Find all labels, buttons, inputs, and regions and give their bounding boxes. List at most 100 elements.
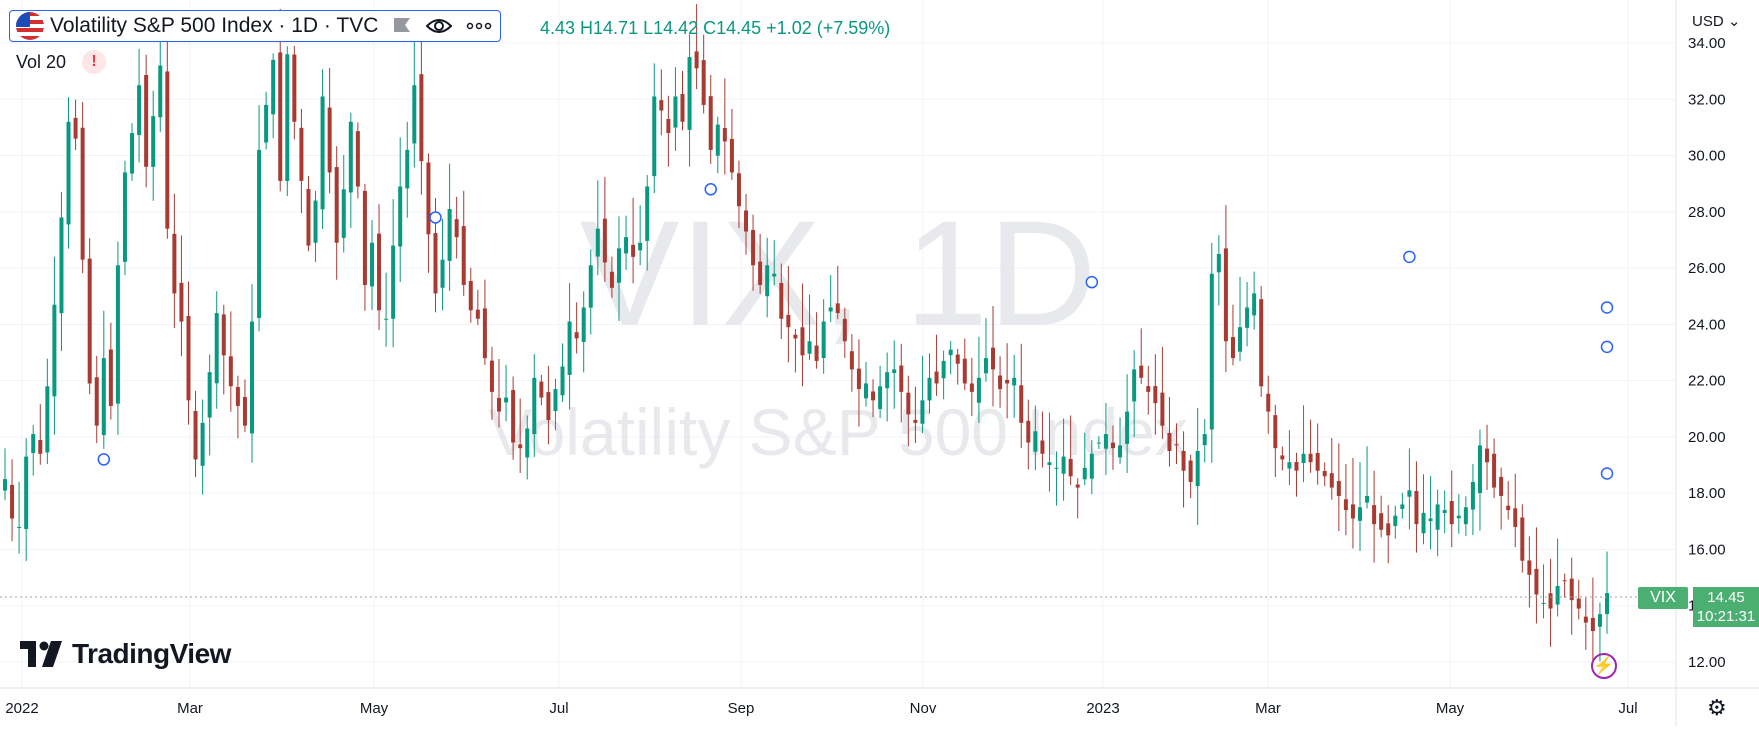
candle-body [1520, 517, 1525, 561]
lightning-icon[interactable]: ⚡ [1591, 653, 1617, 679]
candle-body [242, 397, 247, 426]
candle-body [440, 259, 445, 288]
candle-body [447, 209, 452, 261]
candle-body [186, 315, 191, 401]
event-marker[interactable] [704, 183, 717, 196]
candle-body [736, 173, 741, 207]
candle-body [1012, 377, 1017, 386]
candle-body [1287, 462, 1292, 469]
x-tick-label: Nov [910, 700, 937, 717]
candle-body [1583, 616, 1588, 623]
alert-icon[interactable]: ! [82, 50, 107, 74]
candle-body [1026, 420, 1031, 443]
currency-selector[interactable]: USD ⌄ [1692, 12, 1740, 30]
candle-body [278, 52, 283, 181]
event-marker[interactable] [1600, 340, 1614, 354]
time-axis-labels[interactable]: 2022 Mar May Jul Sep Nov 2023 Mar May Jul [5, 700, 1637, 717]
more-icon[interactable] [466, 22, 492, 30]
symbol-price-tag: VIX [1638, 587, 1688, 609]
candle-body [624, 237, 629, 254]
event-marker[interactable] [1600, 467, 1614, 480]
candle-body [115, 265, 120, 404]
event-marker[interactable] [1085, 275, 1099, 289]
candle-body [991, 347, 996, 370]
candle-body [1082, 467, 1087, 480]
y-tick-label: 24.00 [1688, 316, 1726, 333]
symbol-legend[interactable]: Volatility S&P 500 Index · 1D · TVC [9, 10, 502, 42]
y-tick-label: 26.00 [1688, 260, 1726, 277]
event-marker[interactable] [1600, 301, 1614, 314]
candle-body [207, 372, 212, 418]
x-tick-label: 2022 [5, 700, 38, 717]
candle-body [729, 138, 734, 173]
candle-body [821, 321, 826, 359]
candle-body [1110, 442, 1115, 449]
candle-body [1562, 580, 1567, 582]
candle-body [221, 314, 226, 356]
candle-body [1555, 586, 1560, 605]
settings-icon[interactable]: ⚙ [1707, 695, 1727, 720]
ohlc-values: 4.43 H14.71 L14.42 C14.45 +1.02 (+7.59%) [540, 18, 891, 38]
candle-body [1372, 505, 1377, 525]
candle-body [1125, 411, 1130, 444]
candle-body [1075, 484, 1080, 488]
candle-body [1266, 393, 1271, 412]
candle-body [842, 318, 847, 342]
candle-body [1047, 462, 1052, 465]
event-marker[interactable] [1403, 250, 1416, 264]
candle-body [214, 313, 219, 384]
candle-body [1005, 379, 1010, 384]
candle-body [631, 244, 636, 257]
volume-label: Vol 20 [16, 51, 67, 72]
candle-body [525, 428, 530, 458]
candle-body [673, 96, 678, 128]
candle-body [659, 100, 664, 111]
candle-body [744, 210, 749, 232]
event-marker[interactable] [97, 453, 111, 466]
event-marker[interactable] [429, 211, 442, 224]
candle-body [1393, 515, 1398, 526]
candle-body [285, 54, 290, 182]
tradingview-logo[interactable]: TradingView [20, 638, 231, 670]
candle-body [1485, 448, 1490, 463]
x-tick-label: Sep [728, 700, 755, 717]
candle-body [130, 133, 135, 174]
candle-body [108, 349, 113, 406]
candle-body [1019, 385, 1024, 423]
candle-body [73, 117, 78, 139]
candle-body [1428, 518, 1433, 522]
candle-body [1590, 617, 1595, 632]
candle-body [1449, 501, 1454, 525]
candle-body [1470, 481, 1475, 510]
candle-body [786, 314, 791, 328]
candle-body [299, 127, 304, 181]
candle-body [468, 280, 473, 311]
candle-body [581, 307, 586, 342]
candle-body [1273, 415, 1278, 449]
candle-body [1576, 598, 1581, 609]
candle-body [645, 186, 650, 241]
eye-icon[interactable] [426, 17, 453, 35]
candle-body [1463, 507, 1468, 525]
price-axis-labels[interactable]: 12.0014.0016.0018.0020.0022.0024.0026.00… [1688, 35, 1726, 671]
candle-body [955, 354, 960, 364]
candle-body [1167, 432, 1172, 451]
volume-legend[interactable]: Vol 20 ! [16, 50, 107, 74]
candle-body [1132, 369, 1137, 402]
candle-body [292, 54, 297, 122]
candle-body [497, 397, 502, 412]
x-tick-label: Jul [549, 700, 568, 717]
candle-body [1541, 602, 1546, 604]
flag-icon[interactable] [392, 17, 412, 35]
candle-body [489, 360, 494, 392]
candle-body [362, 190, 367, 285]
candle-body [694, 51, 699, 69]
last-price-box: 14.45 10:21:31 [1693, 587, 1759, 627]
logo-text: TradingView [72, 638, 231, 669]
candle-body [1322, 471, 1327, 477]
candle-body [1146, 386, 1151, 392]
candle-body [193, 411, 198, 460]
candle-body [341, 189, 346, 238]
